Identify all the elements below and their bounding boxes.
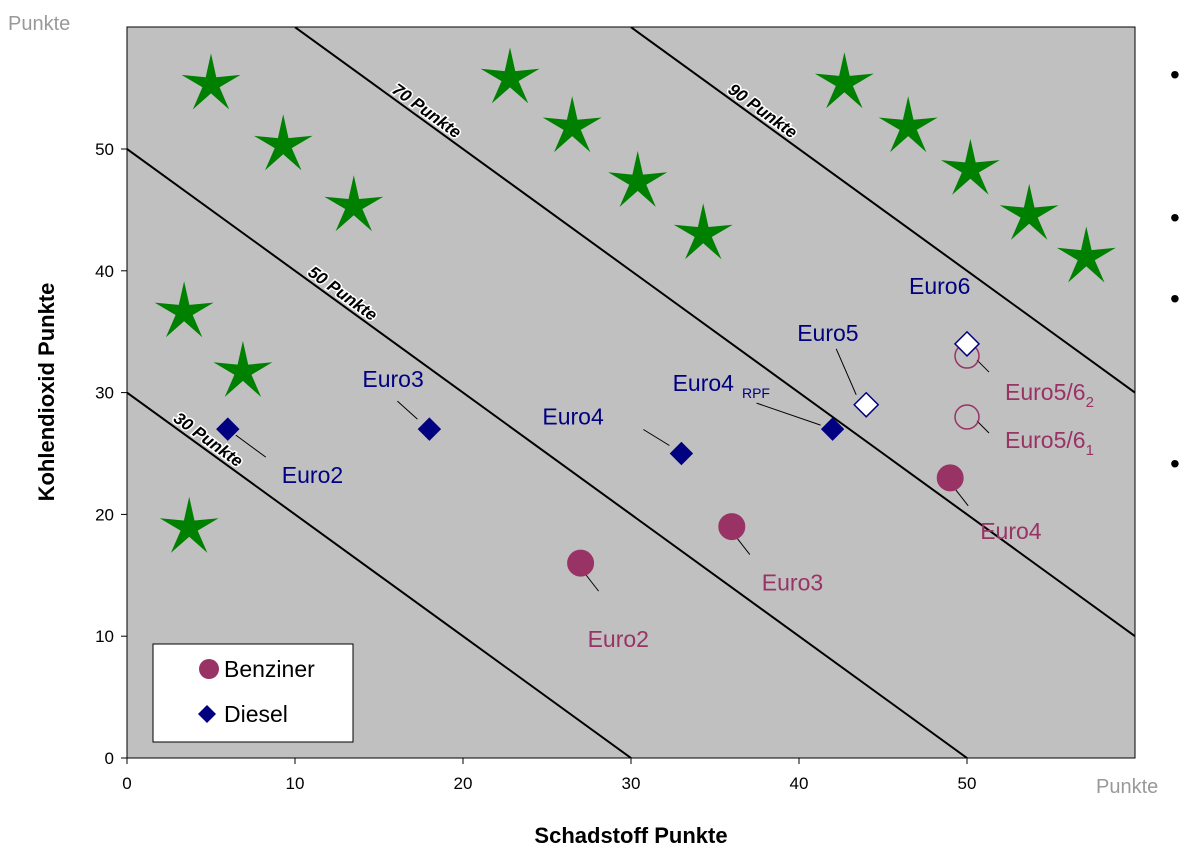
diesel-label: Euro2 [282, 462, 343, 488]
green-star-icon [213, 340, 273, 397]
bullet-icon: • [1170, 448, 1180, 479]
benziner-label: Euro5/61 [1005, 427, 1094, 459]
diesel-label: Euro4 [542, 404, 604, 430]
x-tick-label: 50 [958, 774, 977, 793]
green-star-icon [1056, 226, 1116, 283]
diesel-label: Euro5 [797, 320, 858, 346]
benziner-point [567, 549, 595, 577]
leader-line [235, 434, 267, 458]
green-star-icon [159, 496, 219, 553]
green-star-icon [542, 96, 602, 153]
leader-line [735, 536, 751, 555]
leader-line [976, 420, 990, 434]
leader-line [643, 429, 670, 446]
legend-benziner-marker [199, 659, 219, 679]
diesel-label: Euro6 [909, 273, 970, 299]
green-star-icon [999, 183, 1059, 240]
y-tick-label: 40 [95, 262, 114, 281]
benziner-point [718, 513, 746, 541]
diesel-point [669, 441, 694, 466]
leader-lines [235, 331, 990, 592]
stars-layer [154, 47, 1116, 553]
leader-line [976, 359, 990, 373]
leader-line [756, 402, 821, 426]
bullet-icon: • [1170, 283, 1180, 314]
x-axis-title: Schadstoff Punkte [534, 823, 727, 848]
benziner-label: Euro4 [980, 518, 1042, 544]
benziner-point [954, 404, 980, 430]
isolines-layer [127, 27, 1135, 758]
benziner-point [936, 464, 964, 492]
benziner-label: Euro3 [762, 570, 823, 596]
data-points [216, 330, 981, 577]
legend-benziner-label: Benziner [224, 656, 315, 682]
benziner-label: Euro2 [588, 626, 649, 652]
x-unit-label: Punkte [1096, 776, 1158, 798]
diesel-point [417, 417, 442, 441]
y-tick-label: 20 [95, 505, 114, 524]
x-tick-label: 20 [454, 774, 473, 793]
diesel-point [820, 417, 845, 441]
green-star-icon [878, 96, 938, 153]
y-tick-label: 50 [95, 140, 114, 159]
green-star-icon [253, 114, 313, 171]
diesel-point [853, 391, 880, 418]
legend-diesel-label: Diesel [224, 701, 288, 727]
y-axis-title: Kohlendioxid Punkte [34, 283, 59, 502]
legend-diesel-marker [198, 705, 216, 723]
leader-line [397, 400, 418, 420]
legend: Benziner Diesel [152, 643, 354, 743]
isoline-90 [630, 27, 1135, 394]
y-tick-label: 10 [95, 627, 114, 646]
x-tick-label: 10 [286, 774, 305, 793]
diesel-point [953, 330, 981, 357]
green-star-icon [940, 138, 1000, 195]
x-tick-label: 30 [622, 774, 641, 793]
green-star-icon [814, 52, 874, 109]
diesel-label: Euro4 RPF [673, 370, 770, 401]
green-star-icon [608, 150, 668, 207]
green-star-icon [181, 53, 241, 110]
green-star-icon [480, 47, 540, 104]
diesel-point [216, 417, 240, 441]
leader-line [953, 487, 969, 507]
data-labels: Euro2 Euro3 Euro4 Euro5/61 Euro5/62 Euro2 Euro… [282, 273, 1094, 652]
green-star-icon [673, 203, 733, 260]
leader-line [584, 572, 599, 592]
plot-area [126, 26, 1136, 759]
legend-box [152, 643, 354, 743]
green-star-icon [154, 281, 214, 338]
x-tick-label: 40 [790, 774, 809, 793]
leader-line [835, 348, 857, 395]
isoline-30 [127, 391, 632, 758]
benziner-label: Euro5/62 [1005, 379, 1094, 411]
slide-bullets: • • • • [1170, 59, 1180, 479]
bullet-icon: • [1170, 59, 1180, 90]
diesel-label: Euro3 [362, 366, 423, 392]
y-unit-label: Punkte [8, 13, 70, 35]
axes: 0 10 20 30 40 50 0 10 20 30 40 50 [95, 140, 976, 793]
y-tick-label: 30 [95, 384, 114, 403]
isoline-70 [294, 27, 1135, 638]
x-tick-label: 0 [122, 774, 131, 793]
y-tick-label: 0 [105, 749, 114, 768]
green-star-icon [324, 175, 384, 232]
isoline-50 [127, 147, 968, 758]
bullet-icon: • [1170, 202, 1180, 233]
